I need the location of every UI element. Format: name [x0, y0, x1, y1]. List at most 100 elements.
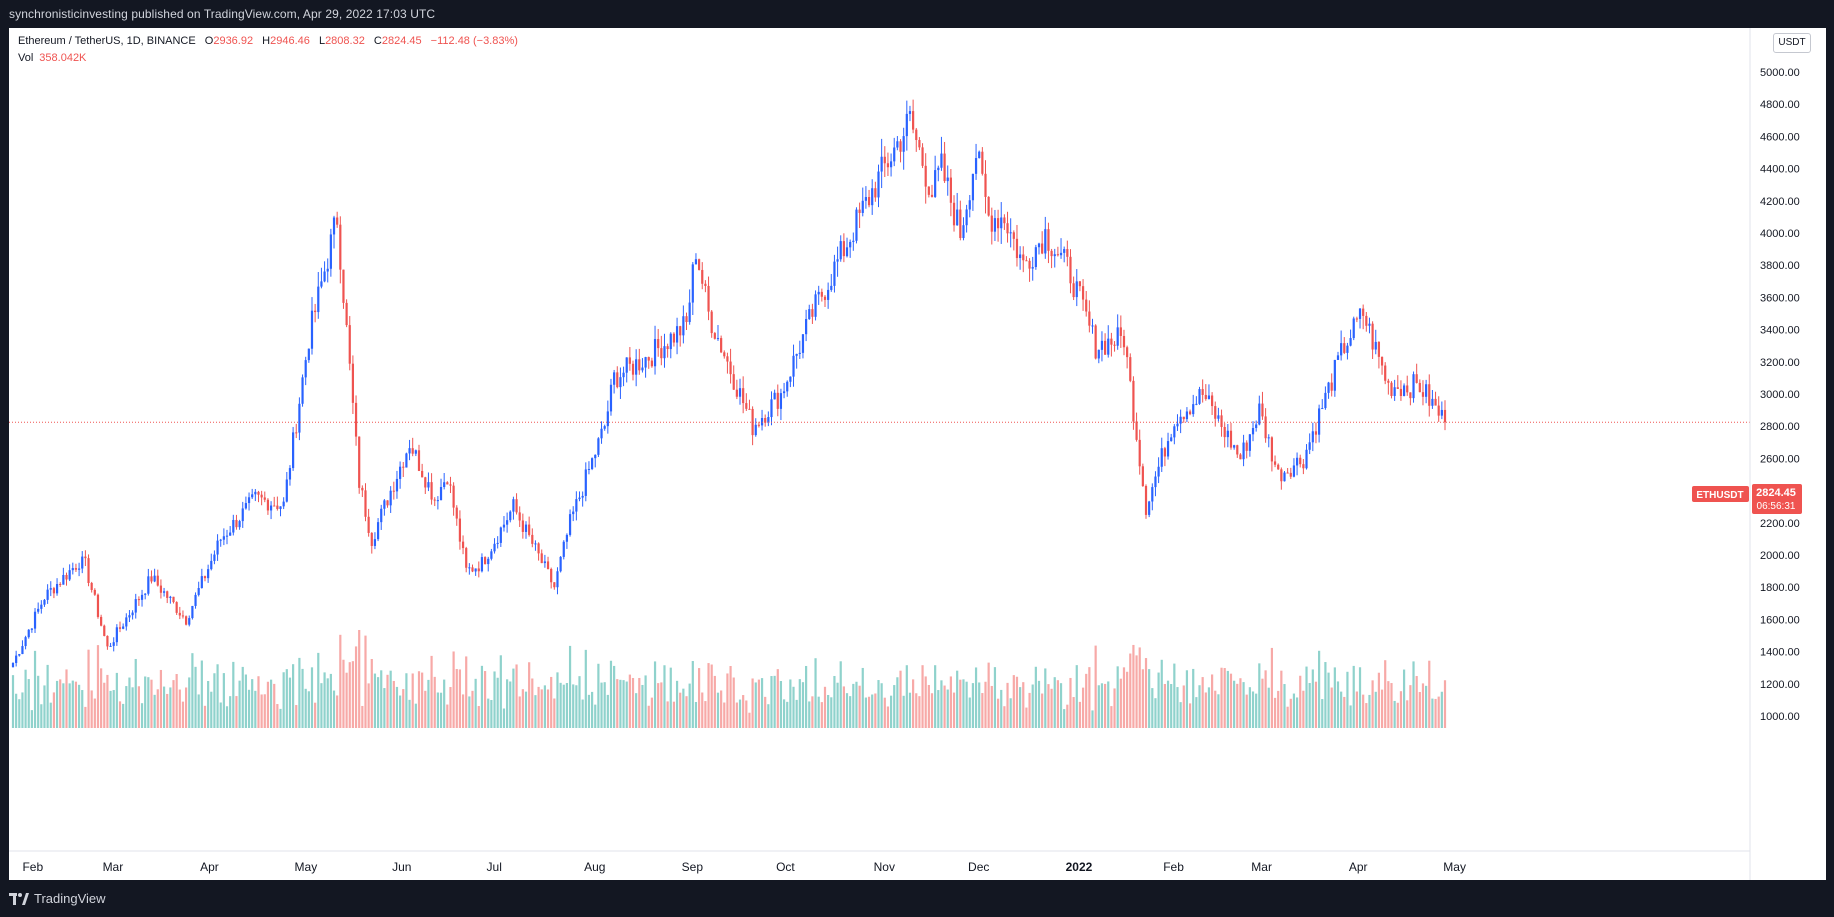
candle-body	[1365, 315, 1368, 326]
candle-body	[458, 518, 462, 542]
candle-body	[1333, 359, 1336, 391]
volume-bar	[251, 679, 254, 728]
volume-bar	[798, 679, 801, 728]
low-label: L	[318, 35, 326, 47]
chart-area[interactable]: 1000.00 1200.00 1400.00 1600.00 1800.00 2000.…	[9, 28, 1826, 880]
candle	[77, 562, 81, 577]
volume-bar	[874, 693, 877, 728]
candle	[266, 498, 270, 515]
volume-bar	[764, 696, 767, 728]
candle-body	[1248, 434, 1251, 451]
candle-body	[288, 468, 292, 480]
volume-bar	[1119, 678, 1122, 728]
candle	[675, 317, 679, 355]
candle	[748, 399, 751, 410]
candle	[635, 349, 638, 387]
volume-bar	[1440, 691, 1443, 728]
volume-legend[interactable]: Vol 358.042K	[18, 52, 86, 64]
volume-bar	[323, 672, 326, 728]
symbol-legend[interactable]: Ethereum / TetherUS, 1D, BINANCE O2936.9…	[18, 35, 518, 47]
candle-body	[279, 506, 282, 509]
price-chart[interactable]: 1000.00 1200.00 1400.00 1600.00 1800.00 2000.…	[9, 28, 1826, 880]
volume-bar	[584, 649, 587, 728]
candle	[1091, 318, 1094, 334]
volume-bar	[587, 694, 591, 728]
candle	[688, 289, 691, 325]
candle	[949, 169, 952, 217]
time-tick-label: Jul	[487, 860, 502, 874]
volume-bar	[1179, 702, 1182, 728]
candle-body	[128, 615, 131, 618]
volume-bar	[789, 679, 792, 728]
volume-bar	[968, 697, 971, 728]
candle	[896, 136, 899, 151]
publish-info: synchronisticinvesting published on Trad…	[9, 7, 436, 21]
candle-body	[342, 269, 345, 303]
candle	[59, 582, 62, 587]
volume-bar	[1201, 677, 1204, 728]
tradingview-brand[interactable]: TradingView	[9, 891, 106, 906]
volume-bar	[424, 690, 427, 728]
candle	[786, 380, 789, 397]
candle	[924, 153, 927, 204]
volume-bar	[175, 674, 178, 728]
volume-bar	[553, 698, 556, 728]
candle-body	[1286, 472, 1289, 474]
candle-body	[380, 508, 383, 523]
candle	[1015, 224, 1019, 267]
volume-bar	[849, 696, 852, 728]
candle-body	[200, 576, 203, 589]
volume-bar	[1355, 691, 1358, 728]
volume-bar	[1393, 700, 1396, 728]
candle-body	[993, 218, 997, 232]
volume-bar	[1255, 693, 1258, 728]
candle-body	[260, 494, 263, 498]
candle	[1380, 356, 1384, 375]
volume-bar	[348, 662, 351, 728]
candle	[254, 489, 257, 502]
volume-bar	[254, 690, 257, 728]
volume-bar	[266, 681, 270, 728]
candle	[496, 536, 499, 549]
candle	[166, 590, 169, 604]
volume-bar	[216, 664, 219, 728]
candle-body	[191, 605, 194, 619]
volume-bar	[21, 692, 24, 728]
candle-body	[1428, 384, 1431, 406]
symbol-tag: ETHUSDT	[1696, 490, 1743, 501]
candle	[1185, 407, 1189, 423]
candle-body	[672, 333, 676, 343]
candle	[260, 490, 263, 506]
candle-body	[446, 482, 449, 485]
candle	[1314, 422, 1318, 444]
candle	[414, 449, 417, 457]
candle-body	[581, 495, 584, 498]
volume-bar	[106, 674, 109, 728]
volume-bar	[575, 685, 578, 728]
candle-body	[439, 487, 443, 501]
volume-bar	[1160, 659, 1163, 728]
currency-button[interactable]: USDT	[1773, 33, 1811, 53]
candle	[1056, 246, 1059, 257]
candle-body	[1072, 283, 1075, 298]
volume-bar	[115, 672, 118, 728]
candle-body	[597, 438, 600, 455]
candle	[779, 388, 783, 421]
volume-bar	[1220, 667, 1223, 728]
volume-bar	[1380, 689, 1384, 728]
candle	[817, 285, 820, 305]
volume-bar	[883, 697, 886, 728]
brand-name: TradingView	[34, 891, 106, 906]
candle-body	[153, 575, 156, 582]
volume-bar	[1267, 687, 1270, 728]
candle-body	[546, 561, 550, 569]
candle	[666, 343, 669, 358]
candle	[1437, 396, 1440, 422]
candle	[682, 305, 685, 344]
candle-body	[613, 372, 616, 385]
volume-bar	[1324, 662, 1327, 728]
volume-bar	[899, 670, 902, 728]
symbol-title: Ethereum / TetherUS, 1D, BINANCE	[18, 35, 196, 47]
candle	[506, 512, 509, 533]
volume-bar	[342, 659, 345, 728]
